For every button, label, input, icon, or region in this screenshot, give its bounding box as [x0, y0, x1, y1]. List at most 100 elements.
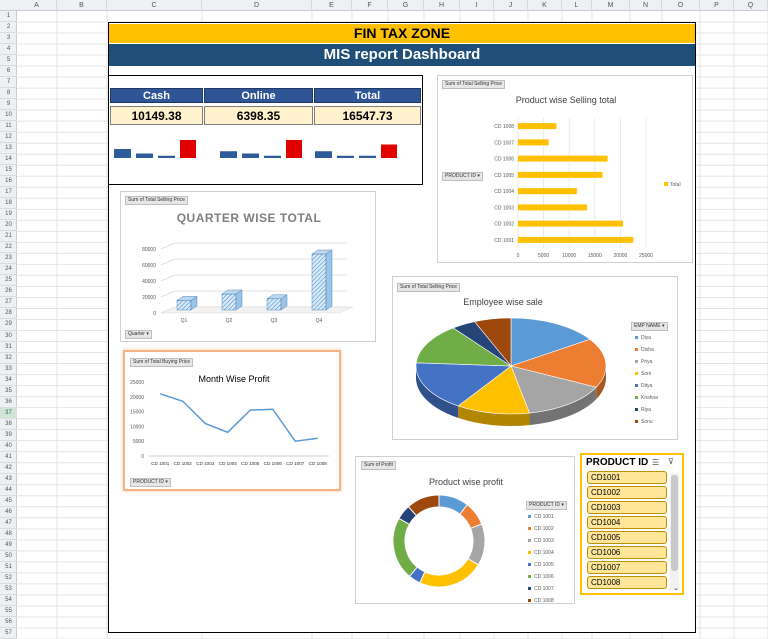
- row-header[interactable]: 44: [0, 485, 17, 496]
- scroll-down-icon[interactable]: ⌄: [673, 585, 679, 592]
- clear-filter-icon[interactable]: ⊽: [668, 457, 674, 466]
- row-header[interactable]: 38: [0, 419, 17, 430]
- column-header[interactable]: E: [312, 0, 352, 11]
- filter-button[interactable]: Quarter ▾: [125, 330, 152, 339]
- row-header[interactable]: 24: [0, 264, 17, 276]
- row-header[interactable]: 45: [0, 496, 17, 507]
- row-header[interactable]: 15: [0, 165, 17, 177]
- field-button[interactable]: Sum of Total Selling Price: [442, 80, 505, 89]
- column-header[interactable]: O: [662, 0, 700, 11]
- row-header[interactable]: 51: [0, 562, 17, 573]
- legend-filter-button[interactable]: PRODUCT ID ▾: [526, 501, 567, 510]
- column-header[interactable]: I: [460, 0, 494, 11]
- row-header[interactable]: 29: [0, 319, 17, 331]
- row-header[interactable]: 25: [0, 275, 17, 287]
- column-header[interactable]: C: [107, 0, 202, 11]
- row-header[interactable]: 22: [0, 242, 17, 254]
- row-header[interactable]: 6: [0, 66, 17, 78]
- row-header[interactable]: 57: [0, 628, 17, 639]
- row-header[interactable]: 46: [0, 507, 17, 518]
- product-id-slicer[interactable]: PRODUCT ID ☰ ⊽ CD1001 CD1002 CD1003 CD1004 C…: [580, 453, 684, 595]
- slicer-scroll-thumb[interactable]: [671, 475, 678, 571]
- slicer-item[interactable]: CD1005: [587, 531, 667, 544]
- column-header[interactable]: B: [57, 0, 107, 11]
- row-header[interactable]: 3: [0, 33, 17, 45]
- row-header[interactable]: 37: [0, 407, 17, 419]
- row-header[interactable]: 35: [0, 386, 17, 397]
- row-header[interactable]: 43: [0, 474, 17, 485]
- row-header[interactable]: 5: [0, 55, 17, 67]
- row-header[interactable]: 36: [0, 397, 17, 408]
- slicer-item[interactable]: CD1001: [587, 471, 667, 484]
- column-header[interactable]: L: [562, 0, 592, 11]
- row-header[interactable]: 2: [0, 22, 17, 34]
- field-button[interactable]: Sum of Profit: [361, 461, 396, 470]
- field-button[interactable]: Sum of Total Selling Price: [397, 283, 460, 292]
- filter-button[interactable]: PRODUCT ID ▾: [130, 478, 171, 487]
- row-header[interactable]: 20: [0, 220, 17, 232]
- row-header[interactable]: 50: [0, 551, 17, 562]
- slicer-item[interactable]: CD1008: [587, 576, 667, 589]
- chart-quarter-total[interactable]: Sum of Total Selling Price QUARTER WISE …: [120, 191, 376, 342]
- column-header[interactable]: J: [494, 0, 528, 11]
- row-header[interactable]: 49: [0, 540, 17, 551]
- row-header[interactable]: 11: [0, 121, 17, 133]
- row-header[interactable]: 55: [0, 606, 17, 617]
- multi-select-icon[interactable]: ☰: [652, 458, 660, 467]
- row-header[interactable]: 8: [0, 88, 17, 100]
- row-header[interactable]: 52: [0, 573, 17, 584]
- row-header[interactable]: 13: [0, 143, 17, 155]
- column-header[interactable]: N: [630, 0, 662, 11]
- column-header[interactable]: F: [352, 0, 388, 11]
- column-header[interactable]: D: [202, 0, 312, 11]
- row-header[interactable]: 30: [0, 331, 17, 342]
- row-header[interactable]: 18: [0, 198, 17, 210]
- row-header[interactable]: 26: [0, 286, 17, 298]
- chart-employee-sale[interactable]: Sum of Total Selling Price Employee wise…: [392, 276, 678, 440]
- row-header[interactable]: 32: [0, 353, 17, 364]
- row-header[interactable]: 4: [0, 44, 17, 56]
- row-header[interactable]: 56: [0, 617, 17, 628]
- row-header[interactable]: 1: [0, 11, 17, 23]
- row-header[interactable]: 27: [0, 297, 17, 309]
- column-header[interactable]: K: [528, 0, 562, 11]
- chart-product-selling[interactable]: Sum of Total Selling Price Product wise …: [437, 75, 693, 263]
- chart-product-profit[interactable]: Sum of Profit Product wise profit PRODUC…: [355, 456, 575, 604]
- row-header[interactable]: 7: [0, 77, 17, 89]
- row-header[interactable]: 42: [0, 463, 17, 474]
- slicer-item[interactable]: CD1003: [587, 501, 667, 514]
- field-button[interactable]: Sum of Total Buying Price: [130, 358, 194, 367]
- slicer-item[interactable]: CD1004: [587, 516, 667, 529]
- row-header[interactable]: 40: [0, 441, 17, 452]
- row-header[interactable]: 14: [0, 154, 17, 166]
- column-header[interactable]: H: [424, 0, 460, 11]
- row-header[interactable]: 23: [0, 253, 17, 265]
- row-header[interactable]: 28: [0, 308, 17, 320]
- column-header[interactable]: A: [17, 0, 57, 11]
- row-header[interactable]: 16: [0, 176, 17, 188]
- column-header[interactable]: P: [700, 0, 734, 11]
- row-header[interactable]: 41: [0, 452, 17, 463]
- filter-button[interactable]: PRODUCT ID ▾: [442, 172, 483, 181]
- row-header[interactable]: 34: [0, 375, 17, 386]
- legend-filter-button[interactable]: EMP NAME ▾: [631, 322, 668, 331]
- column-header[interactable]: G: [388, 0, 424, 11]
- row-header[interactable]: 47: [0, 518, 17, 529]
- row-header[interactable]: 54: [0, 595, 17, 606]
- slicer-item[interactable]: CD1006: [587, 546, 667, 559]
- row-header[interactable]: 53: [0, 584, 17, 595]
- slicer-item[interactable]: CD1007: [587, 561, 667, 574]
- row-header[interactable]: 10: [0, 110, 17, 122]
- row-header[interactable]: 9: [0, 99, 17, 111]
- row-header[interactable]: 33: [0, 364, 17, 375]
- row-header[interactable]: 17: [0, 187, 17, 199]
- column-header[interactable]: Q: [734, 0, 768, 11]
- column-header[interactable]: M: [592, 0, 630, 11]
- field-button[interactable]: Sum of Total Selling Price: [125, 196, 188, 205]
- row-header[interactable]: 21: [0, 231, 17, 243]
- row-header[interactable]: 48: [0, 529, 17, 540]
- row-header[interactable]: 39: [0, 430, 17, 441]
- row-header[interactable]: 31: [0, 342, 17, 353]
- slicer-item[interactable]: CD1002: [587, 486, 667, 499]
- row-header[interactable]: 12: [0, 132, 17, 144]
